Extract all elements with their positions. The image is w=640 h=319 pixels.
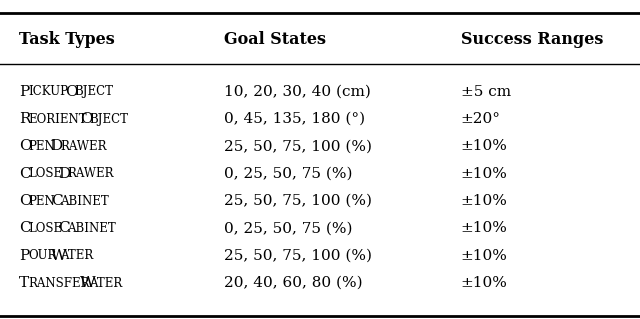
- Text: 20, 40, 60, 80 (%): 20, 40, 60, 80 (%): [224, 276, 363, 290]
- Text: P: P: [19, 249, 29, 263]
- Text: 0, 25, 50, 75 (%): 0, 25, 50, 75 (%): [224, 221, 353, 235]
- Text: ABINET: ABINET: [60, 195, 109, 208]
- Text: C: C: [58, 221, 70, 235]
- Text: Goal States: Goal States: [224, 31, 326, 48]
- Text: O: O: [80, 112, 93, 126]
- Text: Success Ranges: Success Ranges: [461, 31, 603, 48]
- Text: T: T: [19, 276, 29, 290]
- Text: ±5 cm: ±5 cm: [461, 85, 511, 99]
- Text: LOSE: LOSE: [29, 222, 63, 235]
- Text: C: C: [19, 221, 31, 235]
- Text: ±10%: ±10%: [461, 276, 508, 290]
- Text: ±10%: ±10%: [461, 167, 508, 181]
- Text: O: O: [19, 139, 32, 153]
- Text: P: P: [19, 85, 29, 99]
- Text: O: O: [65, 85, 78, 99]
- Text: ABINET: ABINET: [67, 222, 116, 235]
- Text: PEN: PEN: [29, 195, 56, 208]
- Text: W: W: [80, 276, 95, 290]
- Text: RAWER: RAWER: [60, 140, 107, 153]
- Text: BJECT: BJECT: [90, 113, 129, 126]
- Text: RAWER: RAWER: [67, 167, 114, 180]
- Text: Task Types: Task Types: [19, 31, 115, 48]
- Text: ATER: ATER: [60, 249, 93, 262]
- Text: C: C: [51, 194, 62, 208]
- Text: ±10%: ±10%: [461, 249, 508, 263]
- Text: W: W: [51, 249, 67, 263]
- Text: ±10%: ±10%: [461, 221, 508, 235]
- Text: 10, 20, 30, 40 (cm): 10, 20, 30, 40 (cm): [224, 85, 371, 99]
- Text: RANSFER: RANSFER: [29, 277, 90, 290]
- Text: O: O: [19, 194, 32, 208]
- Text: BJECT: BJECT: [75, 85, 114, 98]
- Text: D: D: [58, 167, 70, 181]
- Text: C: C: [19, 167, 31, 181]
- Text: ±10%: ±10%: [461, 194, 508, 208]
- Text: R: R: [19, 112, 31, 126]
- Text: PEN: PEN: [29, 140, 56, 153]
- Text: EORIENT: EORIENT: [29, 113, 87, 126]
- Text: 25, 50, 75, 100 (%): 25, 50, 75, 100 (%): [224, 249, 372, 263]
- Text: 25, 50, 75, 100 (%): 25, 50, 75, 100 (%): [224, 194, 372, 208]
- Text: ±10%: ±10%: [461, 139, 508, 153]
- Text: LOSE: LOSE: [29, 167, 63, 180]
- Text: ±20°: ±20°: [461, 112, 500, 126]
- Text: D: D: [51, 139, 63, 153]
- Text: ATER: ATER: [90, 277, 123, 290]
- Text: 25, 50, 75, 100 (%): 25, 50, 75, 100 (%): [224, 139, 372, 153]
- Text: OUR: OUR: [29, 249, 57, 262]
- Text: ICKUP: ICKUP: [29, 85, 68, 98]
- Text: 0, 45, 135, 180 (°): 0, 45, 135, 180 (°): [224, 112, 365, 126]
- Text: 0, 25, 50, 75 (%): 0, 25, 50, 75 (%): [224, 167, 353, 181]
